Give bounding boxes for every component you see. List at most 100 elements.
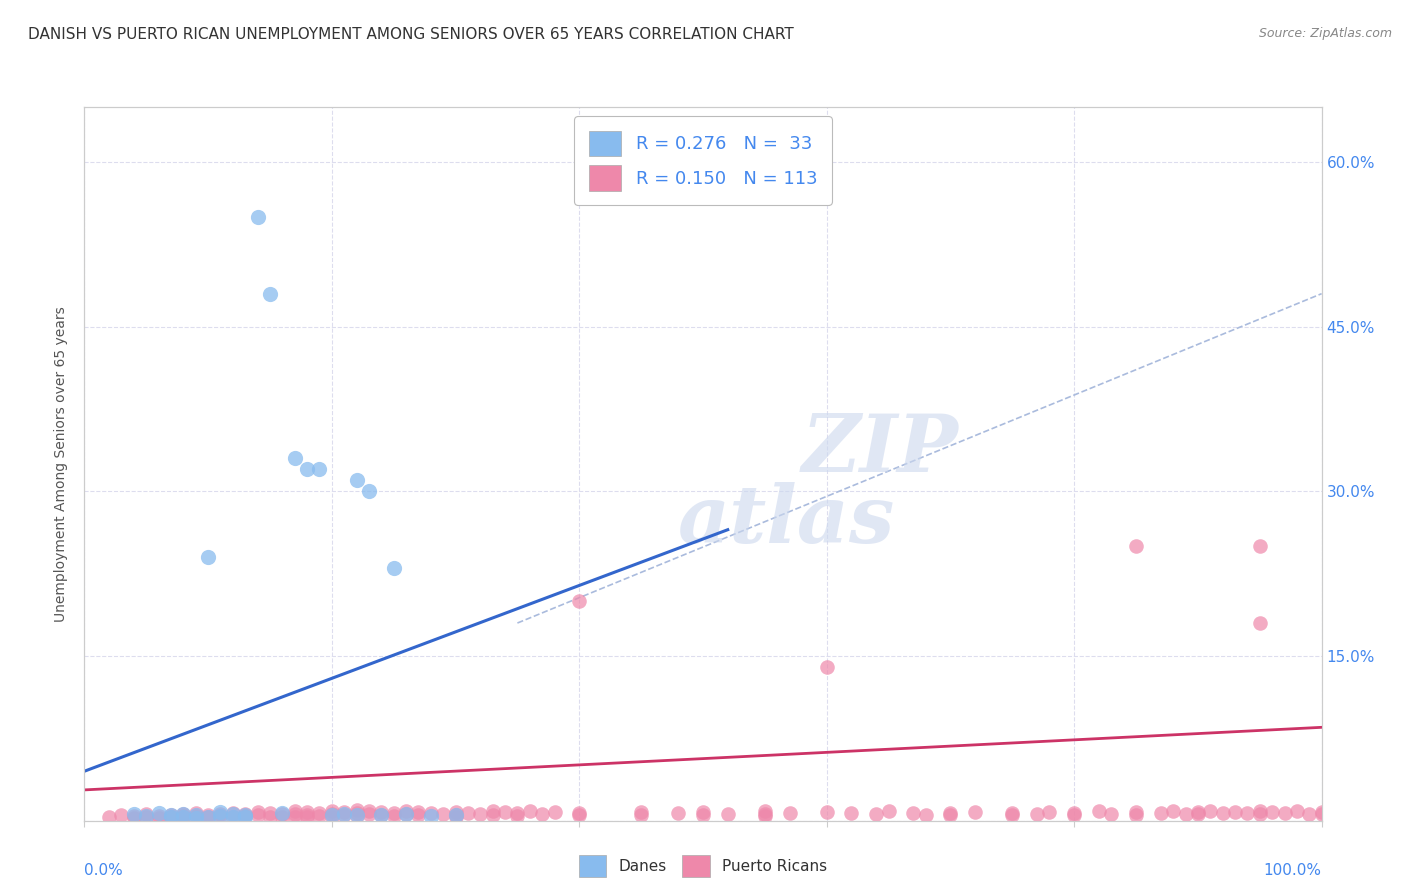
Point bbox=[1187, 807, 1209, 822]
Text: 100.0%: 100.0% bbox=[1264, 863, 1322, 879]
Point bbox=[939, 808, 962, 822]
Point bbox=[370, 808, 392, 822]
Point bbox=[1236, 805, 1258, 820]
Point bbox=[395, 804, 418, 818]
Point bbox=[148, 809, 170, 823]
Point bbox=[841, 805, 863, 820]
Point bbox=[357, 807, 380, 822]
Point bbox=[197, 808, 219, 822]
Point bbox=[295, 805, 318, 819]
Point bbox=[779, 805, 801, 820]
Point bbox=[1174, 807, 1197, 822]
Point bbox=[308, 809, 330, 823]
Point bbox=[754, 809, 776, 823]
Point bbox=[148, 805, 170, 820]
Point bbox=[233, 808, 256, 822]
Point bbox=[395, 807, 418, 822]
Text: Source: ZipAtlas.com: Source: ZipAtlas.com bbox=[1258, 27, 1392, 40]
Point bbox=[692, 808, 714, 822]
Point bbox=[1099, 807, 1122, 822]
Point bbox=[1063, 805, 1085, 820]
Point bbox=[122, 809, 145, 823]
Point bbox=[184, 808, 207, 822]
Point bbox=[382, 561, 405, 575]
Point bbox=[444, 808, 467, 822]
Point bbox=[284, 807, 307, 822]
Point bbox=[346, 473, 368, 487]
Point bbox=[754, 804, 776, 818]
Point bbox=[432, 807, 454, 822]
Point bbox=[1038, 805, 1060, 819]
Text: 0.0%: 0.0% bbox=[84, 863, 124, 879]
Point bbox=[568, 805, 591, 820]
Point bbox=[295, 808, 318, 822]
Point bbox=[395, 807, 418, 822]
Point bbox=[321, 808, 343, 822]
Point bbox=[568, 594, 591, 608]
Point bbox=[148, 812, 170, 826]
Point bbox=[209, 809, 232, 823]
Point bbox=[346, 809, 368, 823]
Point bbox=[346, 808, 368, 822]
Point bbox=[222, 807, 245, 822]
Point bbox=[630, 808, 652, 822]
Point bbox=[184, 805, 207, 820]
Point bbox=[543, 805, 565, 819]
Point bbox=[630, 805, 652, 819]
Point bbox=[135, 807, 157, 822]
Point bbox=[259, 286, 281, 301]
Point bbox=[246, 210, 269, 224]
Text: ZIP: ZIP bbox=[801, 411, 959, 488]
Point bbox=[1199, 804, 1222, 818]
Point bbox=[1261, 805, 1284, 819]
Text: atlas: atlas bbox=[678, 483, 896, 559]
Point bbox=[1187, 805, 1209, 819]
Legend: Danes, Puerto Ricans: Danes, Puerto Ricans bbox=[571, 847, 835, 884]
Point bbox=[209, 807, 232, 822]
Point bbox=[1249, 804, 1271, 818]
Point bbox=[1125, 805, 1147, 819]
Point bbox=[815, 660, 838, 674]
Point bbox=[1063, 808, 1085, 822]
Point bbox=[222, 805, 245, 820]
Point bbox=[865, 807, 887, 822]
Point bbox=[122, 812, 145, 826]
Point bbox=[172, 807, 194, 822]
Point bbox=[470, 807, 492, 822]
Point bbox=[457, 805, 479, 820]
Point bbox=[259, 805, 281, 820]
Point bbox=[1285, 804, 1308, 818]
Point bbox=[357, 484, 380, 499]
Point bbox=[246, 808, 269, 822]
Point bbox=[1249, 615, 1271, 630]
Point bbox=[754, 807, 776, 822]
Point bbox=[284, 451, 307, 466]
Point bbox=[135, 810, 157, 824]
Point bbox=[419, 809, 441, 823]
Point bbox=[259, 810, 281, 824]
Point bbox=[98, 810, 121, 824]
Point bbox=[481, 804, 503, 818]
Point bbox=[444, 810, 467, 824]
Point bbox=[1125, 539, 1147, 553]
Point bbox=[965, 805, 987, 819]
Point bbox=[271, 810, 294, 824]
Point bbox=[717, 807, 740, 822]
Point bbox=[346, 805, 368, 820]
Point bbox=[1249, 539, 1271, 553]
Point bbox=[160, 810, 183, 824]
Point bbox=[346, 803, 368, 817]
Point bbox=[271, 805, 294, 820]
Point bbox=[284, 804, 307, 818]
Point bbox=[333, 808, 356, 822]
Point bbox=[1249, 807, 1271, 822]
Point bbox=[197, 810, 219, 824]
Point bbox=[1150, 805, 1173, 820]
Point bbox=[370, 805, 392, 819]
Point bbox=[233, 810, 256, 824]
Point bbox=[877, 804, 900, 818]
Point bbox=[444, 805, 467, 819]
Point bbox=[568, 808, 591, 822]
Point bbox=[222, 810, 245, 824]
Point bbox=[321, 804, 343, 818]
